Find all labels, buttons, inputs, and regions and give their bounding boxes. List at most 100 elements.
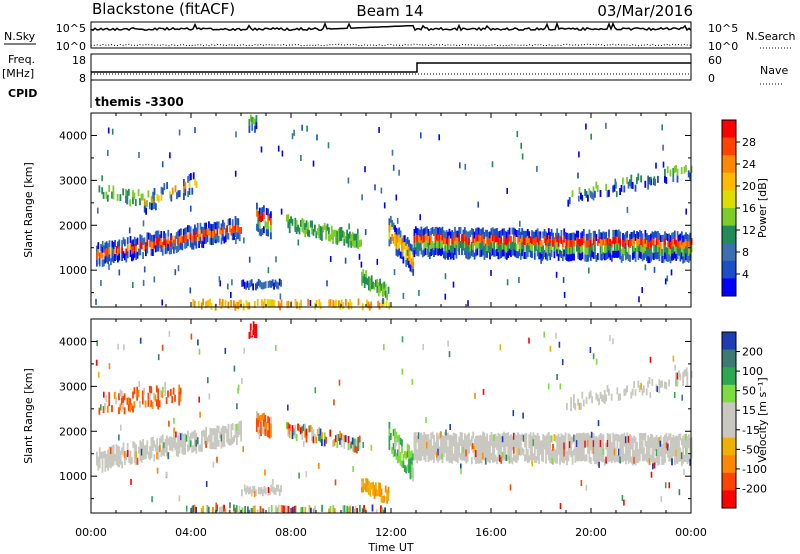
- data-cell: [634, 233, 637, 241]
- data-cell: [146, 200, 148, 208]
- data-cell: [132, 190, 134, 198]
- data-cell: [402, 242, 405, 250]
- data-cell: [161, 434, 164, 442]
- scatter-cell: [334, 479, 337, 486]
- data-cell: [434, 234, 437, 241]
- nave-tick-bottom: 0: [708, 72, 715, 85]
- data-cell: [675, 253, 678, 261]
- data-cell: [166, 239, 168, 247]
- data-cell: [410, 471, 413, 479]
- data-cell: [256, 281, 259, 289]
- data-cell: [319, 435, 322, 443]
- colorbar-swatch: [722, 225, 736, 244]
- data-cell: [332, 236, 334, 244]
- noise-right-label: N.Search: [746, 30, 796, 43]
- data-cell: [263, 419, 265, 427]
- data-cell: [399, 230, 402, 238]
- scatter-cell: [563, 291, 566, 298]
- data-cell: [352, 506, 354, 514]
- data-cell: [588, 448, 591, 456]
- data-cell: [132, 405, 134, 413]
- data-cell: [449, 231, 452, 239]
- data-cell: [594, 251, 596, 259]
- data-cell: [170, 194, 173, 202]
- data-cell: [231, 219, 234, 227]
- data-cell: [505, 245, 508, 253]
- colorbar-swatch: [722, 120, 736, 138]
- data-cell: [263, 412, 265, 420]
- data-cell: [581, 391, 584, 399]
- data-cell: [207, 299, 210, 307]
- data-cell: [473, 438, 476, 446]
- data-cell: [529, 446, 532, 454]
- data-cell: [387, 486, 390, 494]
- colorbar-swatch: [722, 278, 736, 297]
- data-cell: [640, 382, 642, 390]
- data-cell: [640, 238, 643, 245]
- data-cell: [480, 456, 483, 464]
- data-cell: [557, 447, 560, 455]
- data-cell: [619, 393, 621, 401]
- data-cell: [560, 440, 563, 448]
- data-cell: [561, 240, 564, 248]
- data-cell: [470, 227, 473, 235]
- data-cell: [358, 442, 361, 450]
- data-cell: [444, 238, 447, 246]
- data-cell: [608, 434, 610, 442]
- data-cell: [549, 456, 552, 464]
- data-cell: [448, 228, 451, 236]
- data-cell: [274, 279, 277, 287]
- data-cell: [662, 248, 665, 256]
- data-cell: [633, 251, 636, 259]
- data-cell: [304, 223, 306, 231]
- data-cell: [343, 434, 346, 442]
- x-tick-label: 04:00: [175, 526, 207, 539]
- data-cell: [357, 298, 360, 306]
- data-cell: [486, 250, 489, 258]
- data-cell: [493, 448, 496, 456]
- data-cell: [529, 250, 532, 258]
- data-cell: [236, 431, 238, 439]
- data-cell: [514, 249, 517, 257]
- data-cell: [354, 240, 357, 248]
- data-cell: [389, 236, 392, 244]
- scatter-cell: [436, 451, 438, 458]
- data-cell: [456, 230, 459, 238]
- data-cell: [559, 436, 561, 444]
- data-cell: [370, 282, 373, 290]
- data-cell: [433, 434, 435, 442]
- data-cell: [246, 485, 249, 493]
- data-cell: [658, 254, 661, 262]
- data-cell: [104, 450, 107, 458]
- data-cell: [504, 433, 507, 441]
- data-cell: [475, 457, 477, 464]
- data-cell: [624, 388, 627, 396]
- data-cell: [603, 390, 606, 397]
- data-cell: [178, 439, 181, 447]
- noise-sky-line: [90, 21, 692, 32]
- data-cell: [484, 457, 487, 465]
- data-cell: [528, 455, 531, 463]
- data-cell: [224, 235, 227, 243]
- data-cell: [680, 459, 683, 467]
- data-cell: [455, 251, 458, 259]
- scatter-cell: [241, 378, 243, 384]
- data-cell: [669, 235, 672, 243]
- data-cell: [680, 438, 683, 446]
- data-cell: [294, 217, 297, 225]
- data-cell: [437, 455, 440, 463]
- scatter-cell: [592, 353, 595, 360]
- scatter-cell: [100, 404, 102, 411]
- data-cell: [504, 251, 507, 259]
- data-cell: [115, 458, 118, 466]
- data-cell: [494, 433, 497, 441]
- data-cell: [567, 233, 570, 241]
- data-cell: [172, 387, 175, 395]
- data-cell: [588, 236, 591, 244]
- data-cell: [145, 249, 147, 257]
- scatter-cell: [597, 420, 600, 427]
- data-cell: [617, 229, 620, 237]
- data-cell: [552, 232, 554, 240]
- data-cell: [574, 233, 577, 241]
